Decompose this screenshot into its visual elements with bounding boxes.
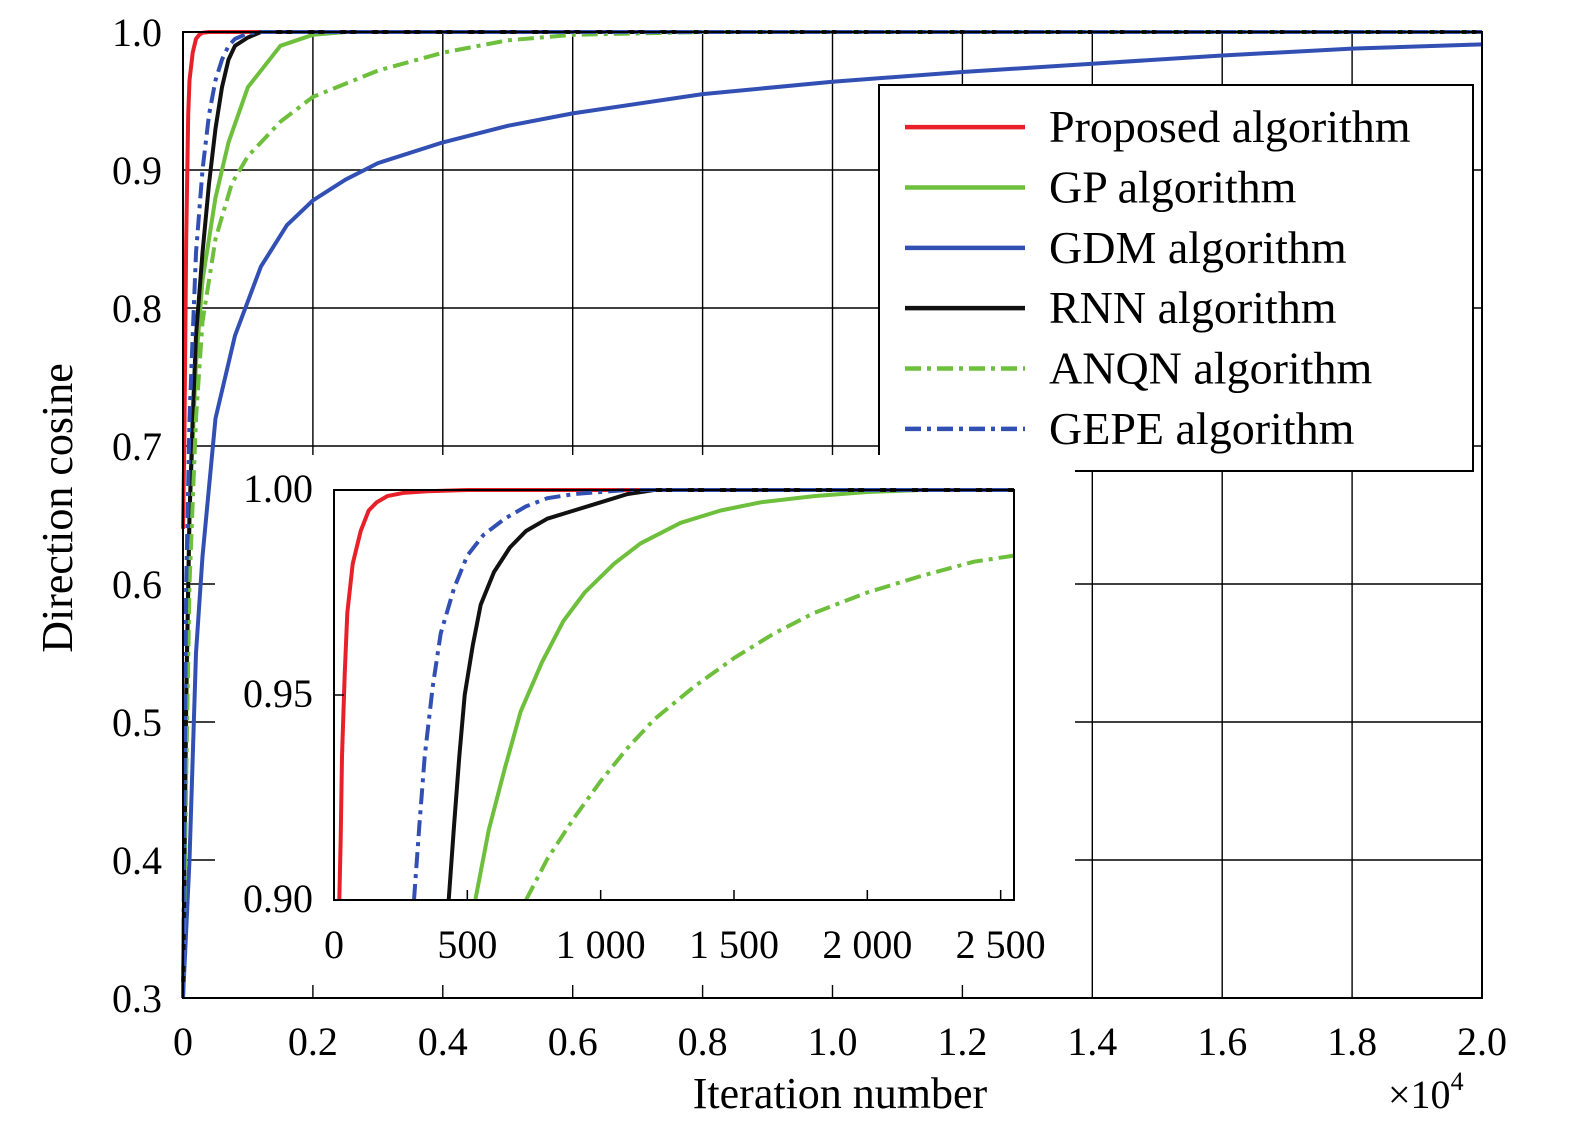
y-tick-label: 0.9 bbox=[112, 148, 162, 193]
legend-label: GEPE algorithm bbox=[1049, 403, 1355, 454]
x-tick-label: 1.8 bbox=[1327, 1019, 1377, 1064]
x-tick-label: 0.2 bbox=[288, 1019, 338, 1064]
inset-series-line-1 bbox=[473, 488, 1014, 901]
y-tick-label: 0.4 bbox=[112, 838, 162, 883]
x-tick-label: 0.4 bbox=[418, 1019, 468, 1064]
legend-entry: RNN algorithm bbox=[905, 282, 1337, 333]
inset-series-line-2 bbox=[446, 488, 1014, 901]
legend-entry: Proposed algorithm bbox=[905, 101, 1411, 152]
x-tick-label: 1.0 bbox=[808, 1019, 858, 1064]
inset-y-tick-label: 0.90 bbox=[243, 876, 313, 921]
x-tick-label: 1.4 bbox=[1067, 1019, 1117, 1064]
legend-label: ANQN algorithm bbox=[1049, 343, 1372, 394]
inset-x-tick-label: 1 500 bbox=[689, 922, 779, 967]
inset-chart: 0 500 1 000 1 500 2 000 2 500 0.90 0.95 1.00 bbox=[215, 455, 1075, 985]
series-line-gepe-algorithm bbox=[181, 30, 1482, 999]
x-tick-label: 0.6 bbox=[548, 1019, 598, 1064]
inset-x-tick-label: 500 bbox=[437, 922, 497, 967]
y-tick-label: 1.0 bbox=[112, 10, 162, 55]
series-line-anqn-algorithm bbox=[181, 30, 1482, 999]
legend-label: RNN algorithm bbox=[1049, 282, 1337, 333]
legend-entry: GP algorithm bbox=[905, 162, 1297, 213]
legend-entry: GDM algorithm bbox=[905, 222, 1347, 273]
inset-x-tick-label: 0 bbox=[324, 922, 344, 967]
x-axis-multiplier-base: ×10 bbox=[1388, 1072, 1451, 1117]
main-tick-labels: 0 0.2 0.4 0.6 0.8 1.0 1.2 1.4 1.6 1.8 2.0 0.3 0.4 0.5… bbox=[112, 10, 1507, 1064]
x-tick-label: 0 bbox=[173, 1019, 193, 1064]
inset-y-tick-label: 1.00 bbox=[243, 466, 313, 511]
inset-series-line-3 bbox=[524, 553, 1015, 901]
series-line-rnn-algorithm bbox=[181, 30, 1482, 999]
series-line-gdm-algorithm bbox=[181, 42, 1483, 999]
y-tick-label: 0.3 bbox=[112, 976, 162, 1021]
inset-y-tick-label: 0.95 bbox=[243, 671, 313, 716]
x-axis-label: Iteration number bbox=[693, 1069, 988, 1118]
legend-box bbox=[878, 84, 1474, 472]
inset-x-tick-label: 2 500 bbox=[956, 922, 1046, 967]
legend-label: GDM algorithm bbox=[1049, 222, 1347, 273]
legend-entry: ANQN algorithm bbox=[905, 343, 1372, 394]
inset-x-tick-label: 1 000 bbox=[556, 922, 646, 967]
x-tick-label: 1.6 bbox=[1197, 1019, 1247, 1064]
inset-x-tick-label: 2 000 bbox=[822, 922, 912, 967]
y-tick-label: 0.8 bbox=[112, 286, 162, 331]
main-series-group bbox=[181, 30, 1483, 999]
y-axis-label: Direction cosine bbox=[33, 363, 82, 653]
x-axis-multiplier: ×104 bbox=[1388, 1067, 1464, 1117]
legend: Proposed algorithm GP algorithm GDM algori… bbox=[878, 84, 1474, 472]
y-tick-label: 0.5 bbox=[112, 700, 162, 745]
main-plot-frame bbox=[182, 31, 1483, 999]
x-tick-label: 1.2 bbox=[937, 1019, 987, 1064]
y-tick-label: 0.7 bbox=[112, 424, 162, 469]
legend-entry: GEPE algorithm bbox=[905, 403, 1355, 454]
x-axis-multiplier-exponent: 4 bbox=[1451, 1067, 1464, 1096]
x-tick-label: 0.8 bbox=[678, 1019, 728, 1064]
y-tick-label: 0.6 bbox=[112, 562, 162, 607]
x-tick-label: 2.0 bbox=[1457, 1019, 1507, 1064]
legend-label: Proposed algorithm bbox=[1049, 101, 1411, 152]
legend-label: GP algorithm bbox=[1049, 162, 1297, 213]
